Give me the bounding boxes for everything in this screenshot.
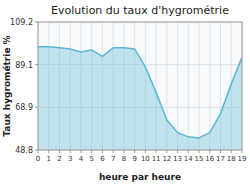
y-tick: [35, 107, 38, 108]
y-tick: [35, 22, 38, 23]
x-tick: [102, 150, 103, 153]
x-tick: [166, 150, 167, 153]
plot-background: [38, 22, 242, 150]
x-tick: [59, 150, 60, 153]
x-tick: [220, 150, 221, 153]
x-tick-label: 17: [216, 155, 225, 163]
x-grid-line: [199, 22, 200, 150]
x-tick-label: 7: [111, 155, 115, 163]
x-tick-label: 15: [195, 155, 204, 163]
x-tick-label: 13: [173, 155, 182, 163]
x-tick-label: 11: [152, 155, 161, 163]
x-tick: [231, 150, 232, 153]
x-tick-label: 6: [100, 155, 105, 163]
x-tick-label: 12: [162, 155, 171, 163]
x-tick-label: 2: [57, 155, 61, 163]
x-tick: [113, 150, 114, 153]
x-tick-label: 3: [68, 155, 72, 163]
y-tick-label: 68.9: [15, 103, 33, 112]
x-tick: [134, 150, 135, 153]
x-tick-label: 19: [238, 155, 247, 163]
x-axis-label: heure par heure: [99, 172, 181, 182]
x-grid-line: [188, 22, 189, 150]
y-tick-label: 89.1: [15, 61, 33, 70]
x-tick: [80, 150, 81, 153]
title: Evolution du taux d'hygrométrie: [51, 4, 229, 17]
grid: [38, 22, 242, 150]
y-axis: 48.8 68.9 89.1 109.2: [10, 18, 38, 155]
x-tick-label: 16: [205, 155, 214, 163]
y-tick-label: 109.2: [10, 18, 33, 27]
x-tick: [209, 150, 210, 153]
x-tick-label: 0: [36, 155, 40, 163]
x-tick: [199, 150, 200, 153]
x-tick-label: 8: [122, 155, 126, 163]
x-tick-label: 4: [79, 155, 84, 163]
x-tick: [177, 150, 178, 153]
x-tick-label: 10: [141, 155, 150, 163]
y-tick-label: 48.8: [15, 146, 33, 155]
y-axis-label: Taux hygrométrie %: [2, 35, 12, 136]
x-tick: [156, 150, 157, 153]
x-tick-label: 1: [47, 155, 51, 163]
x-tick: [48, 150, 49, 153]
x-tick: [242, 150, 243, 153]
series: [38, 47, 242, 150]
x-tick: [145, 150, 146, 153]
line: [38, 47, 242, 138]
area: [38, 47, 242, 150]
x-tick: [91, 150, 92, 153]
x-grid-line: [177, 22, 178, 150]
y-tick: [35, 64, 38, 65]
x-tick: [123, 150, 124, 153]
chart: 48.868.989.1109.201234567891011121314151…: [0, 0, 250, 188]
x-tick: [38, 150, 39, 153]
x-axis: 012345678910111213141516171819: [36, 150, 247, 163]
x-tick-label: 18: [227, 155, 236, 163]
x-tick: [70, 150, 71, 153]
x-tick-label: 5: [89, 155, 93, 163]
x-tick: [188, 150, 189, 153]
chart-container: 48.868.989.1109.201234567891011121314151…: [0, 0, 250, 188]
x-tick-label: 9: [132, 155, 136, 163]
x-tick-label: 14: [184, 155, 193, 163]
plot-frame: [38, 22, 242, 150]
